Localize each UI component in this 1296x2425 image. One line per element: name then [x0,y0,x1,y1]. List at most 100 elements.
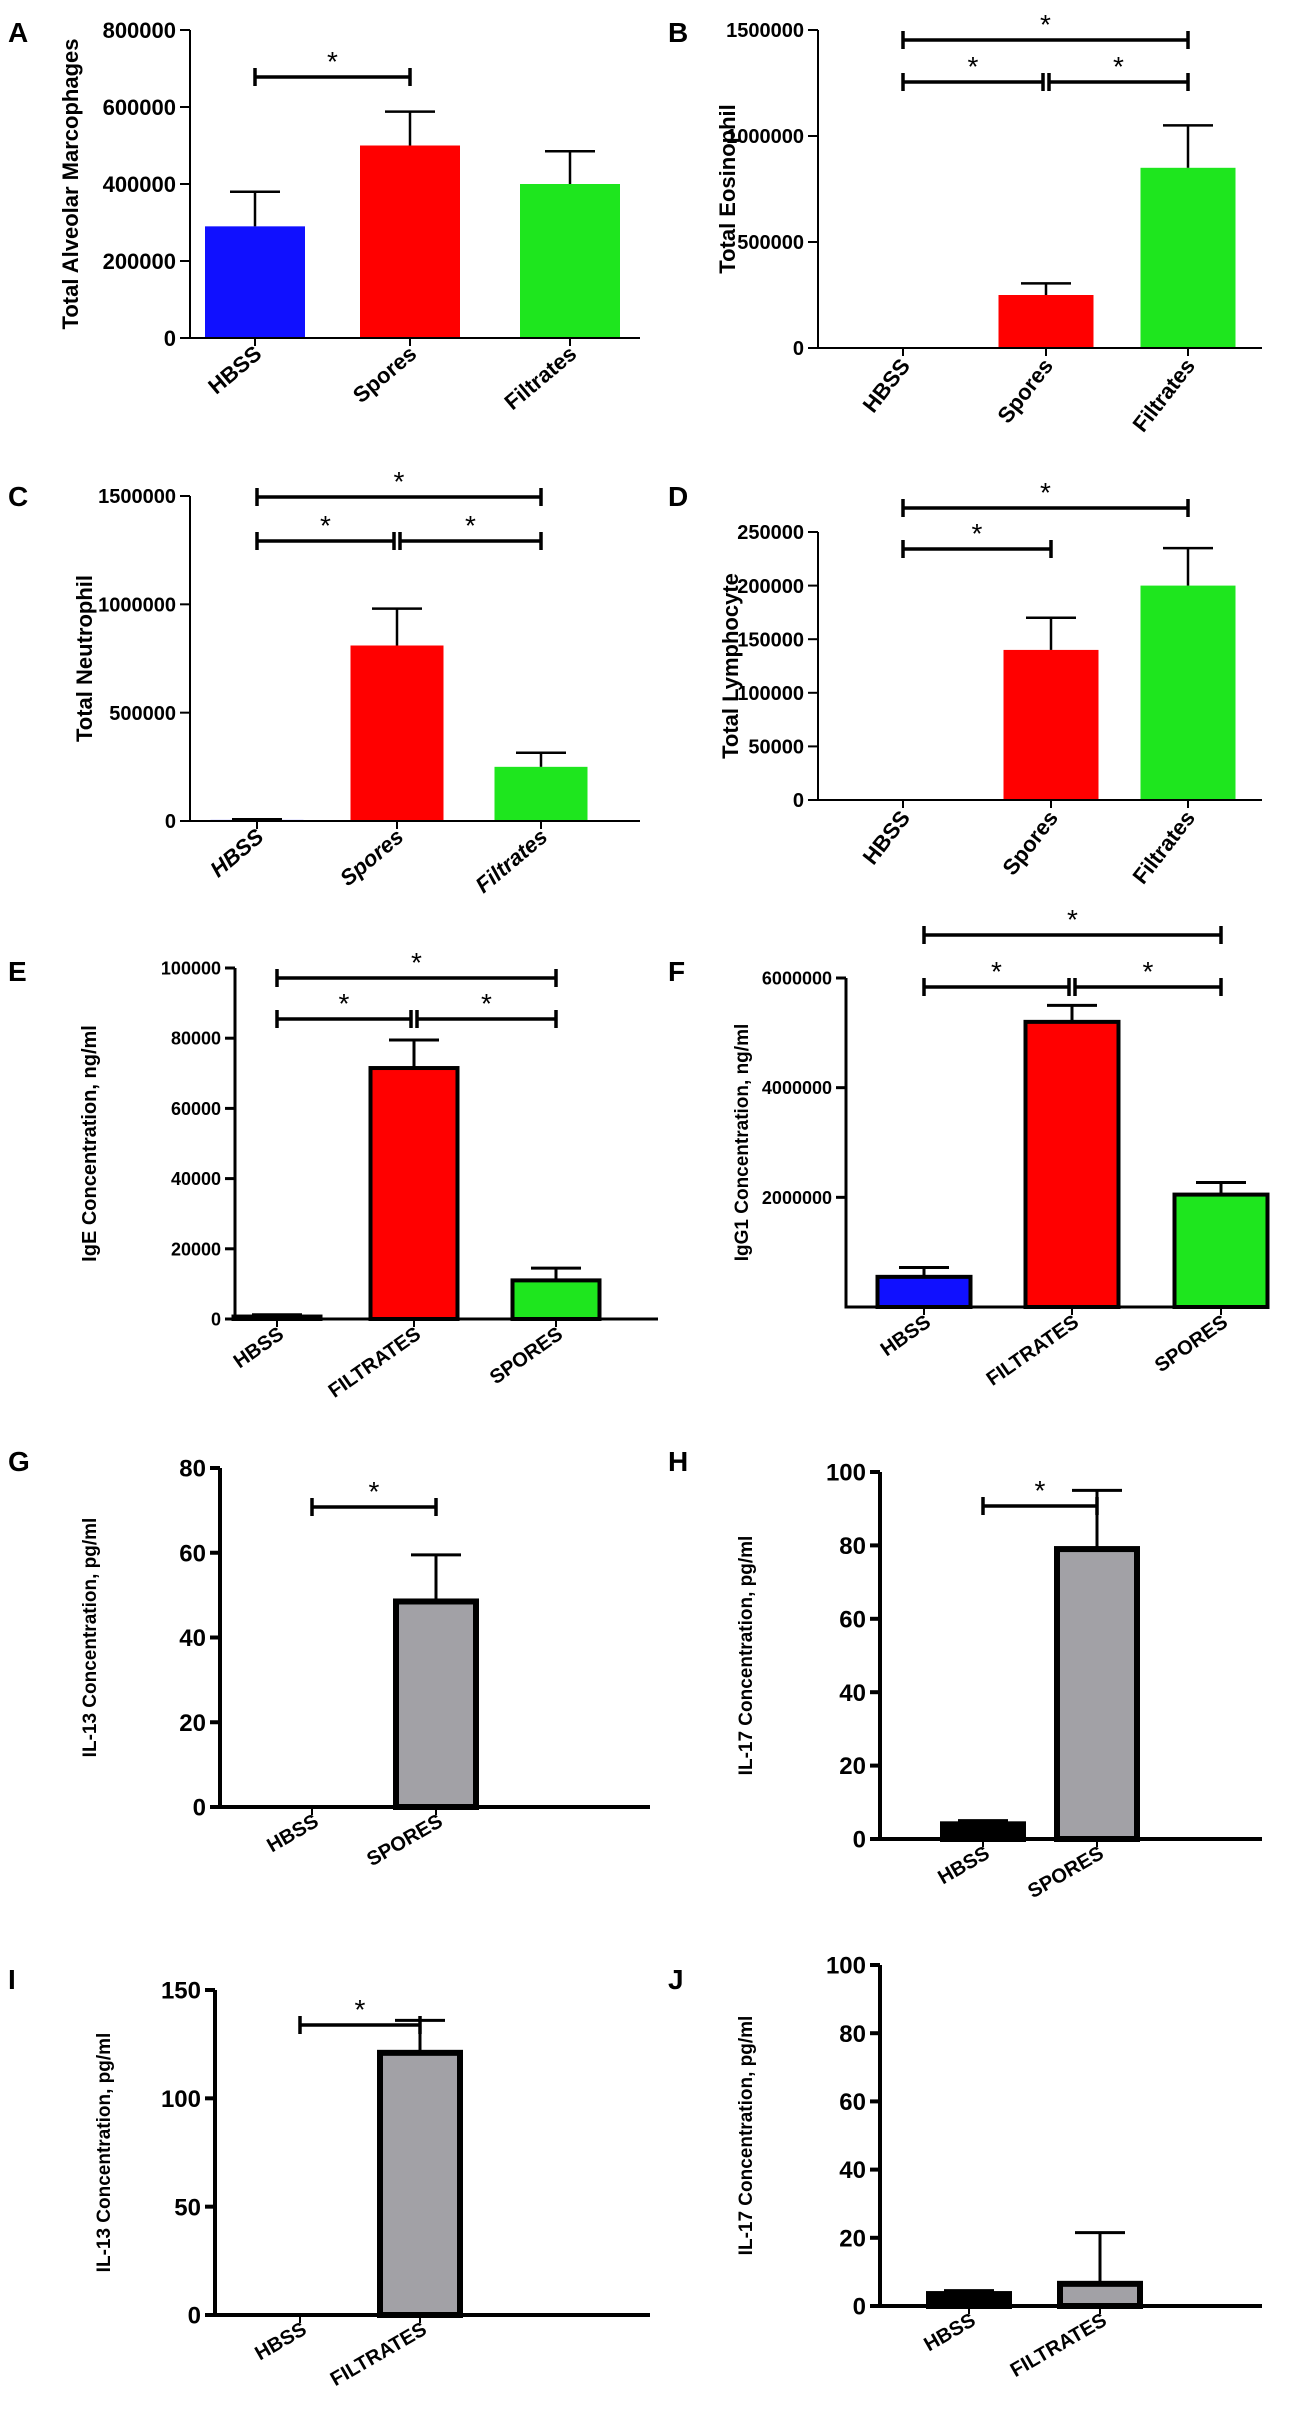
panel-j: J HBSS FILTRATES 0 20 40 60 80 100 IL-17 Concentr… [668,1953,1262,2382]
category-label-c-0: HBSS [205,823,268,882]
category-label-d-2: Filtrates [1128,806,1200,889]
category-label-d-0: HBSS [858,806,915,870]
y-tick-label-d-0: 0 [793,790,804,812]
category-label-i-0: HBSS [251,2318,310,2365]
bar-f-1 [1023,1019,1121,1309]
bar-b-1 [998,295,1094,348]
y-tick-label-e-3: 60000 [171,1099,221,1119]
significance-star-i-0: * [355,1994,366,2025]
significance-star-f-2: * [1143,956,1154,987]
significance-star-b-1: * [968,51,979,82]
significance-star-c-0: * [394,466,405,497]
y-tick-label-j-5: 100 [826,1953,866,1980]
significance-star-c-1: * [320,510,331,541]
category-label-i-1: FILTRATES [327,2318,431,2391]
y-axis-label-a: Total Alveolar Marcophages [58,39,83,330]
y-tick-label-j-3: 60 [839,2089,866,2116]
y-tick-label-i-0: 0 [188,2303,201,2330]
significance-star-e-1: * [339,988,350,1019]
y-axis-label-h: IL-17 Concentration, pg/ml [736,1536,757,1776]
y-tick-label-e-1: 20000 [171,1239,221,1259]
bar-a-1 [360,145,460,338]
y-tick-label-b-0: 0 [793,338,804,360]
category-label-j-0: HBSS [920,2309,979,2356]
panel-d: D HBSS Spores Filtrates 0 50000 100000 150000 20… [668,477,1262,889]
significance-star-h-0: * [1035,1475,1046,1506]
y-tick-label-a-4: 800000 [103,18,176,43]
category-label-j-1: FILTRATES [1007,2309,1111,2382]
y-tick-label-i-1: 50 [174,2194,201,2221]
category-label-a-2: Filtrates [500,341,582,415]
significance-star-e-0: * [411,947,422,978]
category-label-h-0: HBSS [934,1842,993,1889]
y-axis-label-f: IgG1 Concentration, ng/ml [732,1024,753,1262]
y-tick-label-c-1: 500000 [109,703,176,725]
y-tick-label-h-5: 100 [826,1460,866,1487]
significance-star-b-0: * [1040,9,1051,40]
panel-c: C HBSS Spores Filtrates 0 500000 1000000 150000… [8,466,640,898]
panel-h: H HBSS SPORES 0 20 40 60 80 100 IL-17 Concentrati… [668,1446,1262,1903]
significance-star-d-1: * [972,518,983,549]
y-tick-label-g-3: 60 [179,1540,206,1567]
y-tick-label-c-2: 1000000 [98,595,176,617]
panel-f: F HBSS FILTRATES SPORES 2000000 4000000 600000… [668,904,1270,1390]
y-tick-label-d-1: 50000 [748,737,804,759]
y-tick-label-d-3: 150000 [737,629,804,651]
significance-star-c-2: * [465,510,476,541]
bar-f-0 [875,1274,973,1310]
y-tick-label-b-1: 500000 [737,232,804,254]
bar-h-1 [1054,1546,1140,1842]
y-tick-label-f-2: 6000000 [762,968,832,988]
y-tick-label-e-5: 100000 [161,958,221,978]
y-tick-label-h-2: 40 [839,1680,866,1707]
category-label-b-2: Filtrates [1128,354,1200,437]
y-tick-label-b-2: 1000000 [726,126,804,148]
panel-label-g: G [8,1446,30,1477]
y-tick-label-j-2: 40 [839,2157,866,2184]
y-axis-label-d: Total Lymphocyte [718,573,743,759]
panel-label-b: B [668,17,688,48]
y-tick-label-f-1: 4000000 [762,1078,832,1098]
y-tick-label-i-3: 150 [161,1978,201,2005]
y-tick-label-h-3: 60 [839,1606,866,1633]
panel-label-i: I [8,1964,16,1995]
y-tick-label-d-4: 200000 [737,576,804,598]
category-label-f-0: HBSS [877,1311,935,1361]
category-label-a-0: HBSS [203,341,266,399]
category-label-g-0: HBSS [263,1810,322,1857]
y-tick-label-j-1: 20 [839,2225,866,2252]
y-tick-label-c-0: 0 [165,811,176,833]
category-label-d-1: Spores [997,806,1063,880]
bar-c-1 [350,645,444,821]
bar-a-2 [520,184,620,338]
y-axis-label-g: IL-13 Concentration, pg/ml [80,1518,101,1758]
bar-e-2 [510,1278,602,1322]
y-tick-label-i-2: 100 [161,2086,201,2113]
bar-b-2 [1140,167,1236,348]
significance-star-f-0: * [1067,904,1078,935]
panel-label-d: D [668,481,688,512]
panel-i: I HBSS FILTRATES 0 50 100 150 IL-13 Concentrati… [8,1964,650,2391]
y-tick-label-a-0: 0 [164,326,176,351]
y-axis-label-i: IL-13 Concentration, pg/ml [94,2033,115,2273]
significance-star-a-0: * [327,46,338,77]
y-tick-label-d-5: 250000 [737,522,804,544]
y-axis-label-j: IL-17 Concentration, pg/ml [736,2016,757,2256]
bar-f-2 [1172,1192,1270,1310]
y-tick-label-a-1: 200000 [103,249,176,274]
category-label-a-1: Spores [348,341,421,408]
y-tick-label-e-0: 0 [211,1309,221,1329]
bar-d-2 [1140,585,1236,800]
panel-label-j: J [668,1964,684,1995]
category-label-b-1: Spores [992,354,1058,428]
category-label-f-2: SPORES [1151,1311,1232,1377]
y-tick-label-e-4: 80000 [171,1029,221,1049]
bar-d-1 [1003,649,1099,800]
panel-a: A HBSS Spores Filtrates 0 200000 400000 600000 8… [8,17,640,415]
significance-star-f-1: * [991,956,1002,987]
bar-h-0 [940,1821,1026,1842]
y-tick-label-h-0: 0 [853,1827,866,1854]
significance-star-e-2: * [481,988,492,1019]
panel-g: G HBSS SPORES 0 20 40 60 80 IL-13 Concentration,… [8,1446,650,1871]
